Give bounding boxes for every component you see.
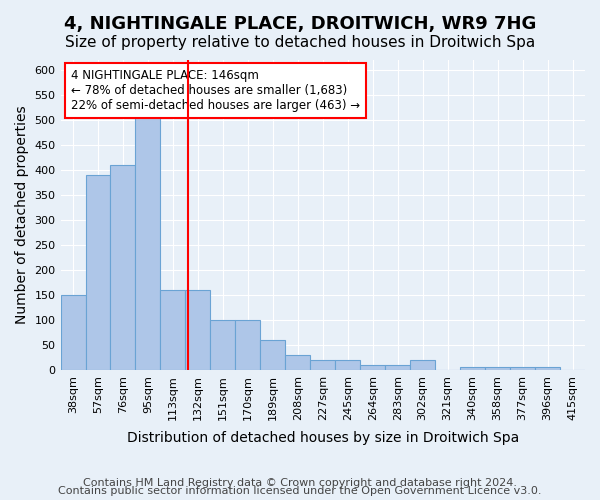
Bar [535,368,560,370]
Bar [460,368,485,370]
Bar [410,360,435,370]
Text: Contains HM Land Registry data © Crown copyright and database right 2024.: Contains HM Land Registry data © Crown c… [83,478,517,488]
Bar [211,320,235,370]
Bar [61,295,86,370]
Bar [110,165,136,370]
Bar [310,360,335,370]
Bar [235,320,260,370]
X-axis label: Distribution of detached houses by size in Droitwich Spa: Distribution of detached houses by size … [127,431,519,445]
Bar [86,175,110,370]
Bar [510,368,535,370]
Text: Size of property relative to detached houses in Droitwich Spa: Size of property relative to detached ho… [65,35,535,50]
Bar [136,110,160,370]
Bar [335,360,360,370]
Bar [485,368,510,370]
Bar [260,340,286,370]
Bar [286,355,310,370]
Bar [160,290,185,370]
Y-axis label: Number of detached properties: Number of detached properties [15,106,29,324]
Bar [185,290,211,370]
Bar [385,365,410,370]
Text: 4, NIGHTINGALE PLACE, DROITWICH, WR9 7HG: 4, NIGHTINGALE PLACE, DROITWICH, WR9 7HG [64,15,536,33]
Text: 4 NIGHTINGALE PLACE: 146sqm
← 78% of detached houses are smaller (1,683)
22% of : 4 NIGHTINGALE PLACE: 146sqm ← 78% of det… [71,70,360,112]
Bar [360,365,385,370]
Text: Contains public sector information licensed under the Open Government Licence v3: Contains public sector information licen… [58,486,542,496]
